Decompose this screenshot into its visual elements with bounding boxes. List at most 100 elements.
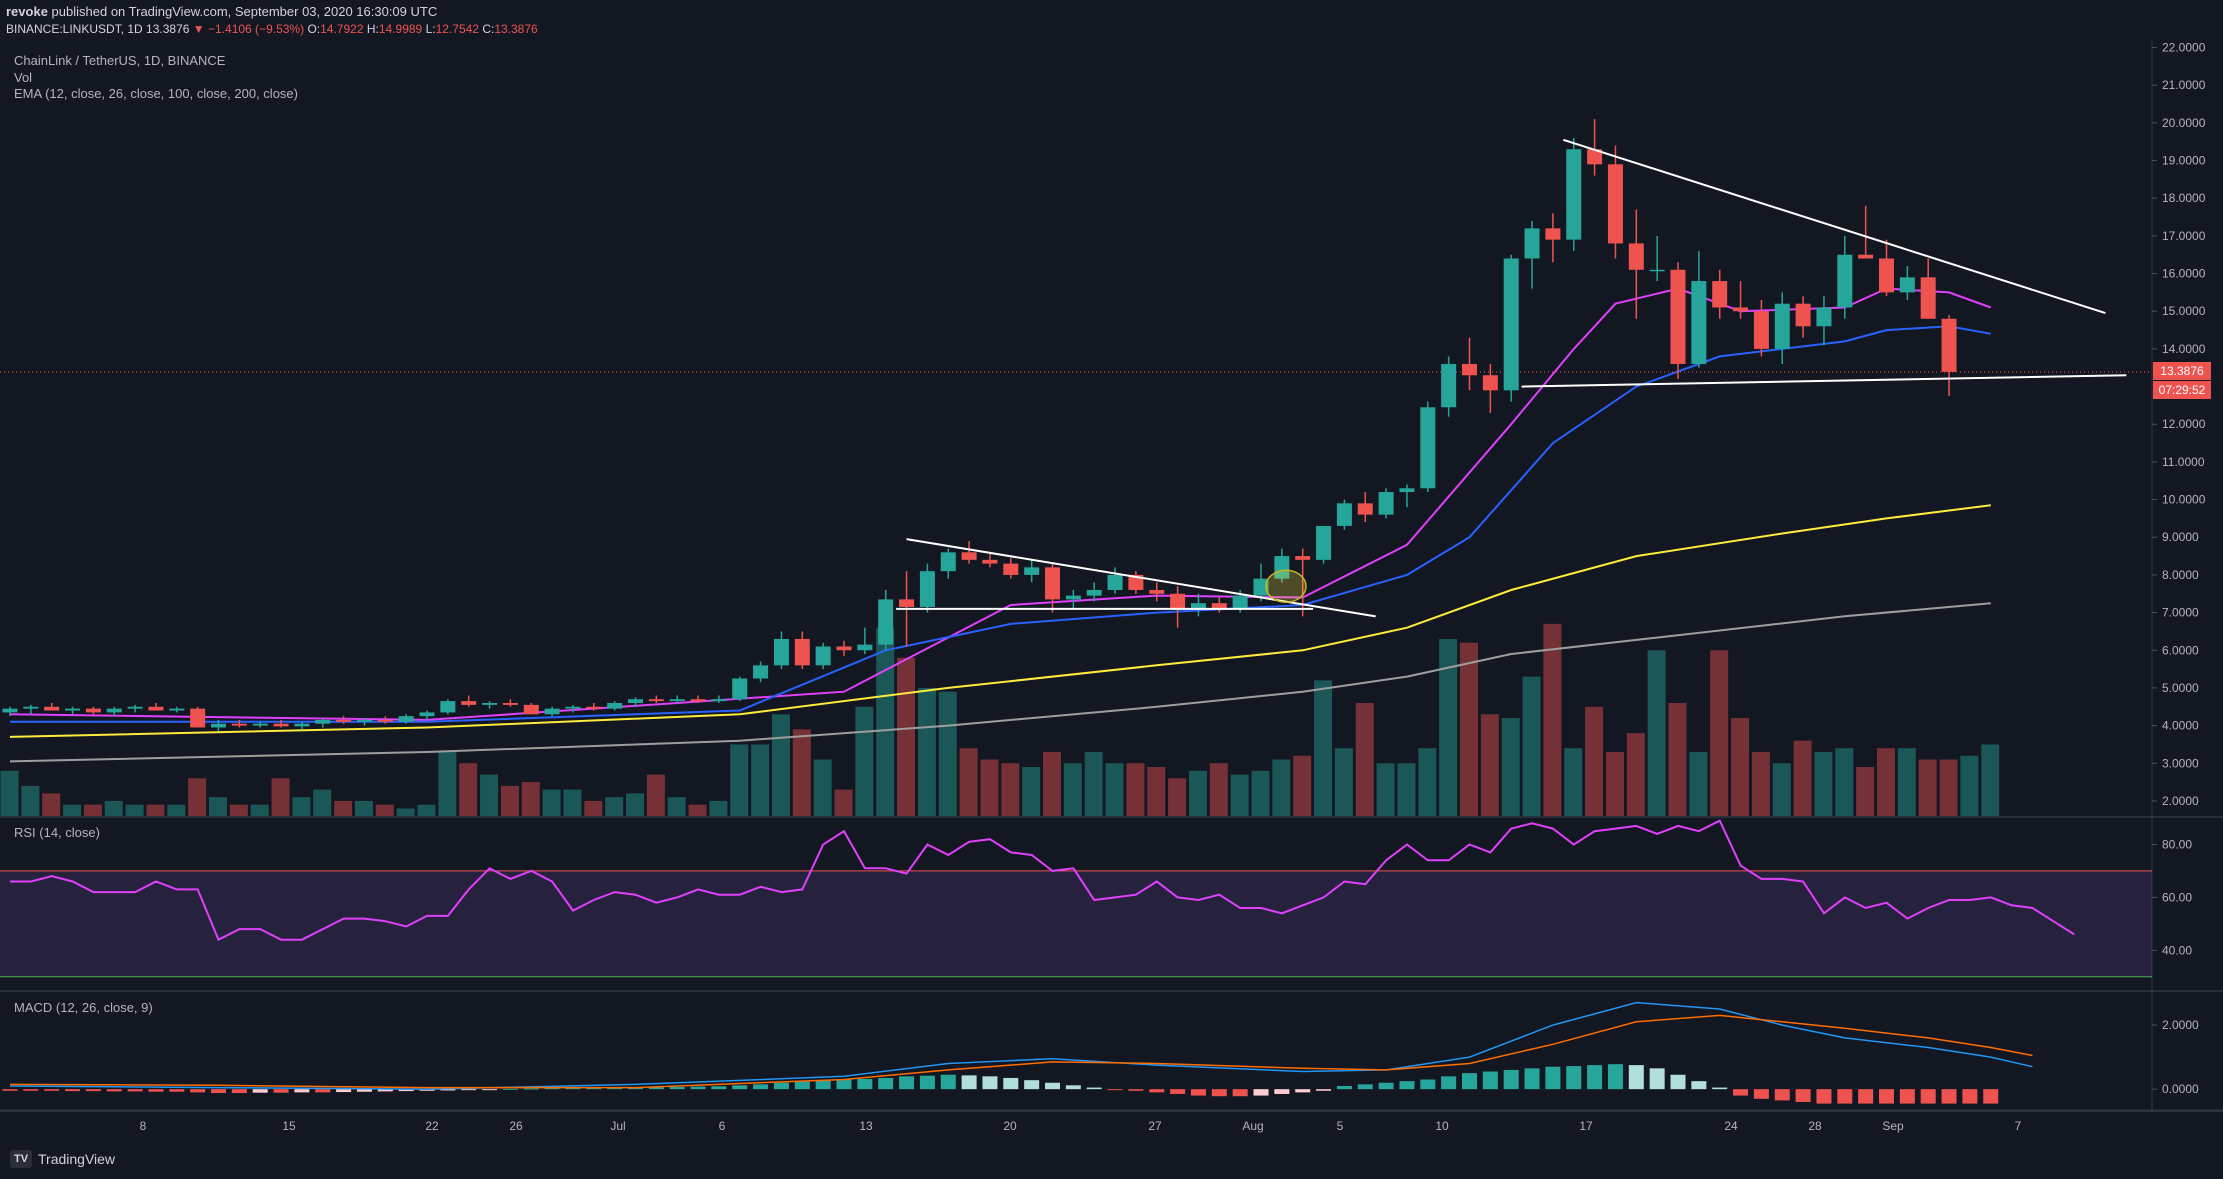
macd-histogram-bar	[836, 1079, 852, 1090]
volume-bar	[1835, 748, 1854, 816]
candle-body	[607, 702, 623, 709]
macd-histogram-bar	[1879, 1089, 1894, 1104]
legend-vol: Vol	[14, 70, 33, 85]
volume-bar	[1939, 759, 1958, 816]
rsi-tick-label: 40.00	[2162, 943, 2192, 957]
macd-histogram-bar	[1003, 1077, 1019, 1090]
open-value: 14.7922	[320, 22, 364, 36]
volume-bar	[1188, 770, 1207, 816]
price-tick-label: 21.0000	[2162, 78, 2206, 92]
macd-histogram-bar	[315, 1089, 331, 1093]
high-label: H:	[366, 22, 379, 36]
volume-bar	[1084, 751, 1103, 816]
candle-body	[773, 638, 789, 666]
volume-bar	[1022, 767, 1041, 816]
time-tick-label: 24	[1724, 1119, 1738, 1133]
macd-histogram-bar	[1524, 1068, 1540, 1090]
macd-histogram-bar	[1253, 1089, 1269, 1096]
candle-body	[648, 699, 664, 702]
high-value: 14.9989	[378, 22, 423, 36]
volume-bar	[646, 774, 665, 816]
volume-bar	[1397, 763, 1416, 816]
candle-body	[1566, 149, 1582, 240]
macd-histogram-bar	[1899, 1089, 1915, 1104]
volume-bar	[146, 804, 165, 816]
candle-body	[440, 701, 456, 713]
candle-body	[1149, 589, 1165, 594]
time-tick-label: 6	[719, 1119, 726, 1133]
price-tick-label: 11.0000	[2162, 455, 2205, 469]
candle-body	[1024, 567, 1040, 575]
macd-histogram-bar	[1503, 1069, 1519, 1090]
candle-body	[294, 723, 310, 727]
volume-bar	[709, 800, 728, 816]
tradingview-brand[interactable]: TV TradingView	[10, 1150, 115, 1168]
volume-bar	[730, 744, 749, 816]
macd-histogram-bar	[169, 1089, 185, 1092]
macd-histogram-bar	[1462, 1073, 1477, 1090]
volume-bar	[1856, 767, 1875, 816]
candle-body	[940, 552, 956, 572]
macd-histogram-bar	[1045, 1082, 1060, 1090]
candle-body	[1295, 556, 1311, 560]
volume-bar	[271, 778, 290, 816]
macd-histogram-bar	[482, 1089, 498, 1091]
macd-histogram-bar	[356, 1089, 372, 1092]
signal-line	[9, 1014, 2033, 1089]
volume-bar	[396, 808, 415, 816]
author-name[interactable]: revoke	[6, 4, 48, 19]
time-tick-label: 28	[1808, 1119, 1822, 1133]
candle-body	[1462, 363, 1477, 376]
candle-body	[44, 706, 60, 711]
macd-histogram-bar	[502, 1088, 518, 1090]
close-label: C:	[482, 22, 495, 36]
candle-body	[1253, 578, 1269, 596]
volume-bar	[1814, 751, 1833, 816]
candle-body	[1670, 269, 1686, 364]
legend-ema: EMA (12, close, 26, close, 100, close, 2…	[14, 86, 298, 101]
price-change: −1.4106 (−9.53%)	[208, 22, 305, 36]
macd-histogram-bar	[1983, 1089, 1999, 1104]
price-tick-label: 19.0000	[2162, 154, 2206, 168]
macd-histogram-bar	[1211, 1089, 1227, 1097]
ema-line-ema200	[9, 602, 1991, 763]
candle-body	[1170, 593, 1186, 609]
candle-body	[1420, 407, 1436, 489]
tradingview-logo-icon: TV	[10, 1150, 32, 1168]
rsi-band	[0, 870, 2152, 977]
time-tick-label: 17	[1579, 1119, 1593, 1133]
candle-body	[836, 646, 852, 651]
volume-bar	[0, 770, 19, 816]
candle-body	[336, 719, 352, 722]
macd-histogram-bar	[1357, 1084, 1373, 1090]
volume-bar	[1585, 706, 1604, 816]
macd-histogram-bar	[106, 1089, 122, 1092]
candle-body	[106, 708, 122, 713]
candle-body	[169, 708, 185, 711]
candle-body	[1211, 603, 1227, 609]
price-tick-label: 4.0000	[2162, 719, 2199, 733]
volume-bar	[1793, 740, 1812, 816]
macd-histogram-bar	[1107, 1089, 1123, 1091]
candle-body	[1920, 277, 1936, 319]
candle-body	[1587, 149, 1603, 165]
volume-bar	[1105, 763, 1124, 816]
candle-body	[794, 638, 810, 666]
macd-histogram-bar	[1816, 1089, 1832, 1104]
volume-bar	[876, 627, 895, 816]
candle-body	[1733, 307, 1749, 312]
time-tick-label: Aug	[1242, 1119, 1263, 1133]
macd-histogram-bar	[773, 1082, 789, 1090]
volume-bar	[292, 797, 311, 816]
macd-histogram-bar	[1607, 1064, 1623, 1090]
macd-histogram-bar	[1545, 1066, 1561, 1090]
candle-body	[23, 706, 39, 709]
volume-bar	[1647, 650, 1666, 816]
volume-bar	[1877, 748, 1895, 816]
low-label: L:	[425, 22, 436, 36]
candle-body	[753, 665, 769, 679]
candle-body	[1524, 228, 1540, 259]
volume-bar	[1897, 748, 1916, 816]
macd-histogram-bar	[1920, 1089, 1936, 1104]
